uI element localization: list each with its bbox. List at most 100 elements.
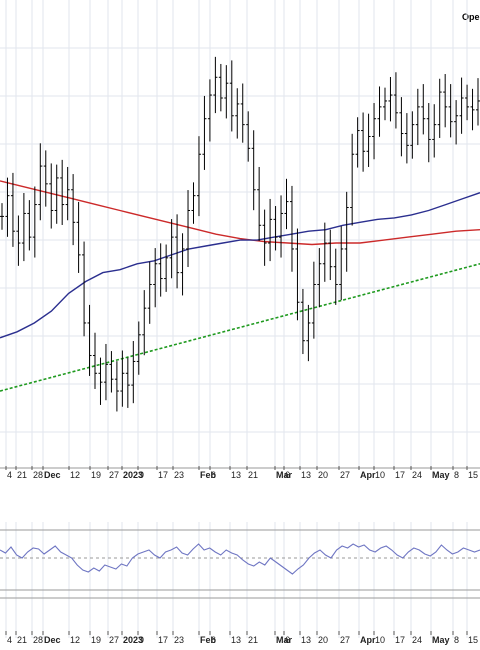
price-bar (186, 190, 191, 268)
price-bar (98, 357, 103, 405)
x-axis-tick-label: 27 (340, 635, 350, 645)
x-axis-tick-label: 4 (7, 635, 12, 645)
price-bar (355, 117, 360, 168)
x-axis-tick-label: 2023 (123, 470, 143, 480)
x-axis-tick-label: Apr (360, 635, 376, 645)
x-axis-tick-label: Mar (276, 635, 293, 645)
price-bar (21, 193, 26, 262)
price-bar (317, 248, 322, 308)
x-axis-tick-label: Apr (360, 470, 376, 480)
x-axis-tick-label: 10 (375, 635, 385, 645)
oscillator-line (0, 543, 480, 575)
price-bar (224, 65, 229, 119)
x-axis-tick-label: 27 (109, 470, 119, 480)
price-bar (399, 97, 404, 157)
x-axis-tick-label: Dec (44, 635, 61, 645)
price-bar (0, 203, 4, 230)
price-bar (169, 219, 174, 279)
x-axis-tick-label: 17 (395, 470, 405, 480)
price-bar (333, 248, 338, 305)
x-axis-tick-label: 4 (7, 470, 12, 480)
x-axis-tick-label: 19 (91, 635, 101, 645)
price-bar (131, 341, 136, 404)
price-bar (71, 174, 76, 246)
price-bar (339, 226, 344, 301)
price-bar (153, 248, 158, 308)
price-bar (32, 186, 37, 258)
price-bar (377, 86, 382, 137)
price-bar (410, 111, 415, 159)
price-bar (262, 209, 267, 266)
x-axis-tick-label: 13 (231, 635, 241, 645)
price-bar (459, 77, 464, 134)
price-bar (344, 191, 349, 272)
moving-average-long-line (0, 180, 480, 246)
price-bar (311, 261, 316, 339)
price-bar (279, 195, 284, 258)
x-axis-tick-label: 20 (318, 470, 328, 480)
price-bar (470, 88, 475, 131)
price-bar (361, 112, 366, 172)
price-bar (196, 136, 201, 217)
x-axis-tick-label: 6 (211, 635, 216, 645)
price-bar (175, 214, 180, 289)
x-axis-tick-label: 12 (70, 470, 80, 480)
price-bar (268, 198, 273, 262)
price-bar (257, 166, 262, 241)
x-axis-tick-label: 24 (412, 635, 422, 645)
price-bar (240, 83, 245, 143)
x-axis-tick-label: 8 (454, 635, 459, 645)
x-axis-tick-label: 21 (248, 470, 258, 480)
price-bar (103, 343, 108, 401)
price-bar (125, 357, 130, 408)
price-bar (443, 74, 448, 128)
price-bar (191, 182, 196, 224)
x-axis-tick-label: 17 (395, 635, 405, 645)
price-bar (43, 150, 48, 207)
price-bar (448, 84, 453, 138)
x-axis-tick-label: 23 (174, 635, 184, 645)
price-bar (415, 88, 420, 146)
price-bar (284, 178, 289, 230)
price-bar (273, 206, 278, 251)
price-bar (10, 172, 15, 247)
x-axis-tick-label: 28 (33, 635, 43, 645)
moving-average-short-line (0, 192, 480, 339)
x-axis-tick-label: 24 (412, 470, 422, 480)
x-axis-tick-label: May (432, 635, 450, 645)
price-bar (229, 60, 234, 132)
price-bar (300, 288, 305, 355)
x-axis-tick-label: 13 (231, 470, 241, 480)
x-axis-tick-label: 20 (318, 635, 328, 645)
price-bar (218, 63, 223, 112)
price-bar (372, 103, 377, 160)
x-axis-tick-label: 12 (70, 635, 80, 645)
price-bar (328, 229, 333, 281)
open-label: Ope (462, 12, 480, 22)
price-bar (207, 79, 212, 142)
price-bar (393, 72, 398, 129)
x-axis-tick-label: 17 (158, 635, 168, 645)
price-bar (454, 100, 459, 145)
price-bar (54, 164, 59, 224)
price-bar (164, 244, 169, 292)
x-axis-tick-label: 6 (211, 470, 216, 480)
x-axis-tick-label: 28 (33, 470, 43, 480)
x-axis-tick-label: Mar (276, 470, 293, 480)
price-bar (38, 143, 43, 221)
price-bar (235, 88, 240, 139)
price-bar (322, 222, 327, 282)
price-bar (87, 304, 92, 376)
price-bar (136, 321, 141, 375)
price-bar (158, 243, 163, 297)
price-bar (27, 200, 32, 251)
price-bar (306, 304, 311, 362)
price-bar (246, 111, 251, 162)
x-axis-tick-label: 21 (248, 635, 258, 645)
price-bar (65, 166, 70, 221)
price-bar (388, 76, 393, 122)
price-bar (213, 56, 218, 114)
price-bar (251, 130, 256, 211)
